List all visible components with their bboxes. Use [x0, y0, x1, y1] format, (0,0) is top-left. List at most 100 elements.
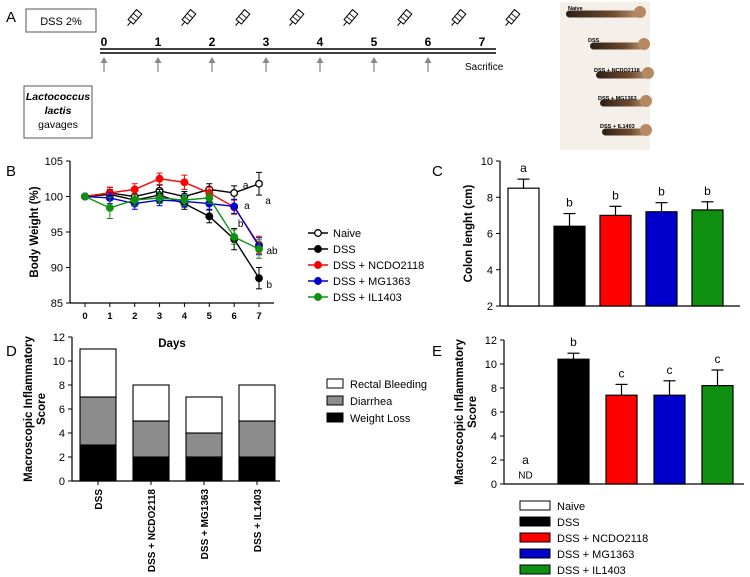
legend-label: Rectal Bleeding [350, 379, 427, 391]
bottle-body [451, 8, 467, 25]
y-tick-label: 0 [59, 476, 65, 488]
y-tick-label: 8 [491, 383, 497, 395]
water-bottle-icon [343, 8, 359, 26]
data-point [230, 188, 239, 197]
water-bottle-icon [289, 8, 305, 26]
significance-label: b [658, 185, 665, 199]
bottle-spout [343, 21, 348, 26]
water-bottle-icon [235, 8, 251, 26]
timeline-day-label: 6 [425, 35, 432, 49]
y-tick-label: 8 [59, 380, 65, 392]
legend-swatch [519, 564, 551, 575]
stacked-bar-segment [132, 420, 170, 458]
colon-photo-label: DSS + NCDO2118 [594, 68, 640, 74]
significance-label: c [619, 366, 625, 380]
y-axis-label-line: Macroscopic Inflammatory [454, 339, 466, 485]
gavage-label-line2: lactis [45, 105, 72, 117]
bar [599, 214, 632, 307]
timeline-day-label: 2 [209, 35, 216, 49]
cecum-tissue [640, 95, 652, 107]
bottle-stripe [238, 16, 245, 22]
y-axis-label-line: Score [36, 393, 48, 425]
panel-letter-b: B [6, 163, 16, 180]
y-tick-label: 10 [53, 356, 65, 368]
series-line [84, 195, 260, 247]
y-tick-label: 6 [491, 407, 497, 419]
legend-label: DSS + IL1403 [557, 565, 626, 577]
water-bottle-icon [397, 8, 413, 26]
data-point [205, 193, 214, 202]
y-tick-label: 4 [487, 265, 493, 277]
panel-letter-e: E [432, 343, 442, 360]
bottle-spout [181, 21, 186, 26]
legend-swatch [519, 500, 551, 511]
y-tick-label: 90 [51, 263, 63, 275]
bar [507, 187, 540, 307]
stacked-bar-segment [79, 444, 117, 482]
cecum-tissue [640, 124, 652, 136]
panel-letter-c: C [432, 163, 443, 180]
legend-swatch [326, 412, 344, 423]
bottle-stripe [400, 16, 407, 22]
colon-strips: Naive DSS DSS + NCDO2118 DSS + MG1363 DSS + … [566, 6, 654, 136]
bottle-stripe [130, 16, 137, 22]
gavage-arrow-head [100, 57, 108, 63]
series-line [84, 178, 260, 246]
y-tick-label: 10 [485, 359, 497, 371]
x-axis-label: Days [158, 338, 186, 350]
y-tick-label: 6 [59, 404, 65, 416]
x-tick-label: DSS + MG1363 [200, 489, 211, 560]
colon-tissue [600, 99, 650, 107]
bottle-spout [451, 21, 456, 26]
bottle-stripe [132, 13, 139, 19]
gavage-arrow-head [262, 57, 270, 63]
data-point [155, 193, 164, 202]
bottle-stripe [348, 13, 355, 19]
water-bottle-icon [127, 8, 143, 26]
colon-photo: Naive DSS DSS + NCDO2118 DSS + MG1363 DSS + … [560, 2, 654, 150]
y-tick-label: 2 [487, 301, 493, 313]
bottle-spout [397, 21, 402, 26]
y-tick-label: 12 [53, 332, 65, 344]
water-bottle-icon [505, 8, 521, 26]
data-point [180, 196, 189, 204]
stacked-bar-segment [238, 456, 276, 482]
y-tick-label: 10 [481, 156, 493, 168]
significance-label: b [612, 188, 619, 202]
legend-marker [314, 277, 322, 285]
x-tick-label: 3 [157, 311, 162, 322]
legend-label: DSS [333, 244, 356, 256]
series-line [84, 183, 260, 198]
gavage-arrow-head [154, 57, 162, 63]
data-point [81, 192, 89, 201]
legend-label: Diarrhea [350, 396, 393, 408]
legend-swatch [326, 378, 344, 389]
colon-photo-label: DSS + IL1403 [600, 124, 635, 130]
stacked-bar-segment [238, 384, 276, 422]
bottle-stripe [456, 13, 463, 19]
stacked-bar-segment [79, 348, 117, 398]
bottle-body [343, 8, 359, 25]
dss-treatment-box [25, 8, 97, 33]
timeline-panel: DSS 2% 0 1 2 3 4 5 6 7 Sacrifice Lactococcus la… [23, 8, 521, 139]
bottle-stripe [510, 13, 517, 19]
significance-label: b [238, 219, 244, 230]
legend-swatch [519, 532, 551, 543]
stacked-bar-segment [132, 384, 170, 422]
y-tick-label: 0 [491, 479, 497, 491]
y-tick-label: 2 [59, 452, 65, 464]
x-tick-label: DSS + IL1403 [253, 489, 264, 553]
y-tick-label: 6 [487, 229, 493, 241]
bar [553, 225, 586, 307]
legend-marker [314, 245, 322, 253]
stacked-bar-segment [79, 396, 117, 446]
data-point [130, 185, 139, 194]
gavage-arrows [100, 57, 432, 72]
x-tick-label: DSS [94, 489, 105, 510]
x-tick-label: 4 [182, 311, 188, 322]
y-axis-label-line: Macroscopic Inflammatory [23, 336, 35, 482]
colon-tissue [566, 10, 644, 18]
y-tick-label: 100 [45, 192, 63, 204]
panel-letter-d: D [6, 343, 17, 360]
